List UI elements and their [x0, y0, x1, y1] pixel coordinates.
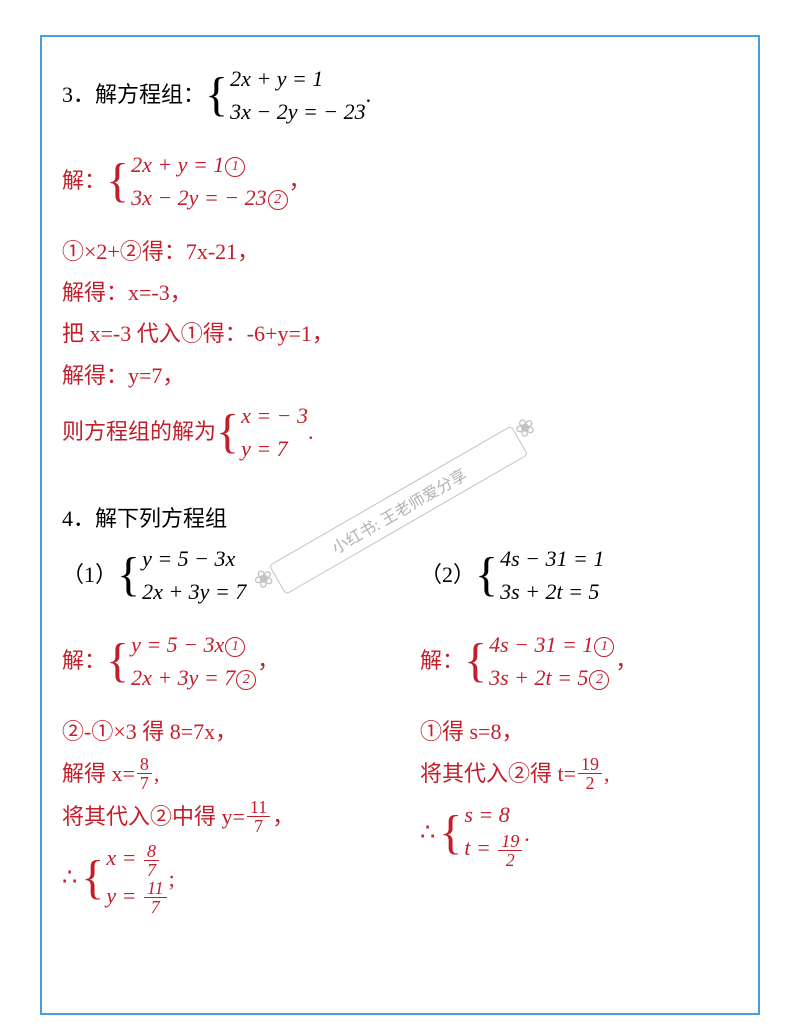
denominator: 2: [583, 774, 598, 792]
txt: x =: [106, 845, 142, 870]
denominator: 7: [144, 861, 159, 879]
left-brace: {: [81, 859, 104, 897]
numerator: 11: [247, 798, 270, 817]
numerator: 8: [137, 755, 152, 774]
eq: 4s − 31 = 11: [489, 628, 615, 661]
denominator: 7: [148, 898, 163, 916]
sol-label: 解：: [62, 643, 106, 678]
final-answer: ∴ { x = 8 7 y =: [62, 841, 380, 916]
solution-start: 解： { y = 5 − 3x1 2x + 3y = 72 ，: [62, 628, 380, 694]
txt: y =: [106, 883, 142, 908]
fraction: 11 7: [144, 879, 167, 916]
step: 解得 x= 8 7 ,: [62, 755, 380, 792]
two-column-layout: （1） { y = 5 − 3x 2x + 3y = 7 解： { y = 5 …: [62, 542, 738, 922]
eq: 3s + 2t = 5: [500, 575, 604, 608]
semicolon: ;: [169, 861, 175, 896]
final-answer: 则方程组的解为 { x = − 3 y = 7 .: [62, 399, 738, 465]
eq: 3x − 2y = − 232: [131, 181, 289, 214]
txt: 将其代入②中得 y=: [62, 799, 245, 834]
problem-label: 解方程组：: [95, 77, 205, 112]
eq: 2x + y = 11: [131, 148, 289, 181]
part-2-heading: （2） { 4s − 31 = 1 3s + 2t = 5: [420, 542, 738, 608]
eq: 2x + 3y = 7: [142, 575, 246, 608]
step: ①×2+②得：7x-21，: [62, 234, 738, 269]
eq: 2x + 3y = 72: [131, 661, 257, 694]
period: .: [524, 816, 530, 851]
period: .: [366, 77, 372, 112]
step: 将其代入②得 t= 19 2 ,: [420, 755, 738, 792]
step: ①得 s=8，: [420, 714, 738, 749]
txt: ,: [154, 756, 160, 791]
eq: y = 7: [241, 432, 308, 465]
left-brace: {: [117, 556, 140, 594]
fraction: 11 7: [247, 798, 270, 835]
txt: t =: [464, 835, 496, 860]
step: 解得：x=-3，: [62, 275, 738, 310]
therefore: ∴: [62, 859, 77, 897]
part-1-heading: （1） { y = 5 − 3x 2x + 3y = 7: [62, 542, 380, 608]
comma: ，: [289, 163, 311, 198]
eq: 4s − 31 = 1: [500, 542, 604, 575]
eq: x = 8 7: [106, 841, 168, 878]
left-brace: {: [439, 814, 462, 852]
eq: s = 8: [464, 798, 524, 831]
sol-label: 解：: [62, 163, 106, 198]
denominator: 2: [503, 851, 518, 869]
problem-number: 4．: [62, 501, 95, 536]
numerator: 19: [578, 755, 602, 774]
left-brace: {: [205, 76, 228, 114]
eq: x = − 3: [241, 399, 308, 432]
numerator: 19: [498, 832, 522, 851]
fraction: 19 2: [578, 755, 602, 792]
final-answer: ∴ { s = 8 t = 19 2 .: [420, 798, 738, 868]
step: 将其代入②中得 y= 11 7 ，: [62, 798, 380, 835]
eq: y = 5 − 3x1: [131, 628, 257, 661]
step: 解得：y=7，: [62, 358, 738, 393]
left-brace: {: [106, 642, 129, 680]
solution-start: 解： { 4s − 31 = 11 3s + 2t = 52 ，: [420, 628, 738, 694]
left-brace: {: [464, 642, 487, 680]
step: 把 x=-3 代入①得：-6+y=1，: [62, 316, 738, 351]
therefore: ∴: [420, 814, 435, 852]
column-2: （2） { 4s − 31 = 1 3s + 2t = 5 解： { 4s − …: [420, 542, 738, 922]
problem-number: 3．: [62, 77, 95, 112]
eq: y = 5 − 3x: [142, 542, 246, 575]
fraction: 8 7: [137, 755, 152, 792]
eq: y = 11 7: [106, 879, 168, 916]
txt: ，: [272, 799, 294, 834]
part-num: （1）: [62, 557, 117, 592]
final-label: 则方程组的解为: [62, 414, 216, 449]
page-border: 3． 解方程组： { 2x + y = 1 3x − 2y = − 23 . 解…: [40, 35, 760, 1015]
part-num: （2）: [420, 557, 475, 592]
left-brace: {: [106, 162, 129, 200]
left-brace: {: [475, 556, 498, 594]
problem-4-heading: 4． 解下列方程组: [62, 501, 738, 536]
denominator: 7: [137, 774, 152, 792]
fraction: 8 7: [144, 842, 159, 879]
comma: ，: [615, 643, 637, 678]
comma: ，: [257, 643, 279, 678]
solution-start: 解： { 2x + y = 11 3x − 2y = − 232 ，: [62, 148, 738, 214]
txt: 解得 x=: [62, 756, 135, 791]
eq: t = 19 2: [464, 831, 524, 868]
denominator: 7: [251, 817, 266, 835]
period: .: [308, 414, 314, 449]
fraction: 19 2: [498, 832, 522, 869]
step: ②-①×3 得 8=7x，: [62, 714, 380, 749]
column-1: （1） { y = 5 − 3x 2x + 3y = 7 解： { y = 5 …: [62, 542, 380, 922]
numerator: 11: [144, 879, 167, 898]
problem-3-heading: 3． 解方程组： { 2x + y = 1 3x − 2y = − 23 .: [62, 62, 738, 128]
txt: 将其代入②得 t=: [420, 756, 576, 791]
numerator: 8: [144, 842, 159, 861]
left-brace: {: [216, 413, 239, 451]
eq: 3s + 2t = 52: [489, 661, 615, 694]
eq: 2x + y = 1: [230, 62, 366, 95]
txt: ,: [604, 756, 610, 791]
sol-label: 解：: [420, 643, 464, 678]
eq: 3x − 2y = − 23: [230, 95, 366, 128]
problem-label: 解下列方程组: [95, 501, 227, 536]
